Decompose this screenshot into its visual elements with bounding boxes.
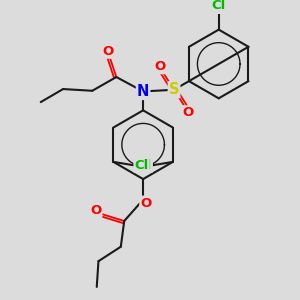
Text: Cl: Cl [212,0,226,12]
Text: O: O [155,60,166,73]
Text: O: O [182,106,194,119]
Text: Cl: Cl [138,159,152,172]
Text: O: O [90,204,101,217]
Text: O: O [140,196,152,210]
Text: S: S [169,82,179,97]
Text: Cl: Cl [134,159,149,172]
Text: N: N [137,84,149,99]
Text: O: O [102,45,113,58]
